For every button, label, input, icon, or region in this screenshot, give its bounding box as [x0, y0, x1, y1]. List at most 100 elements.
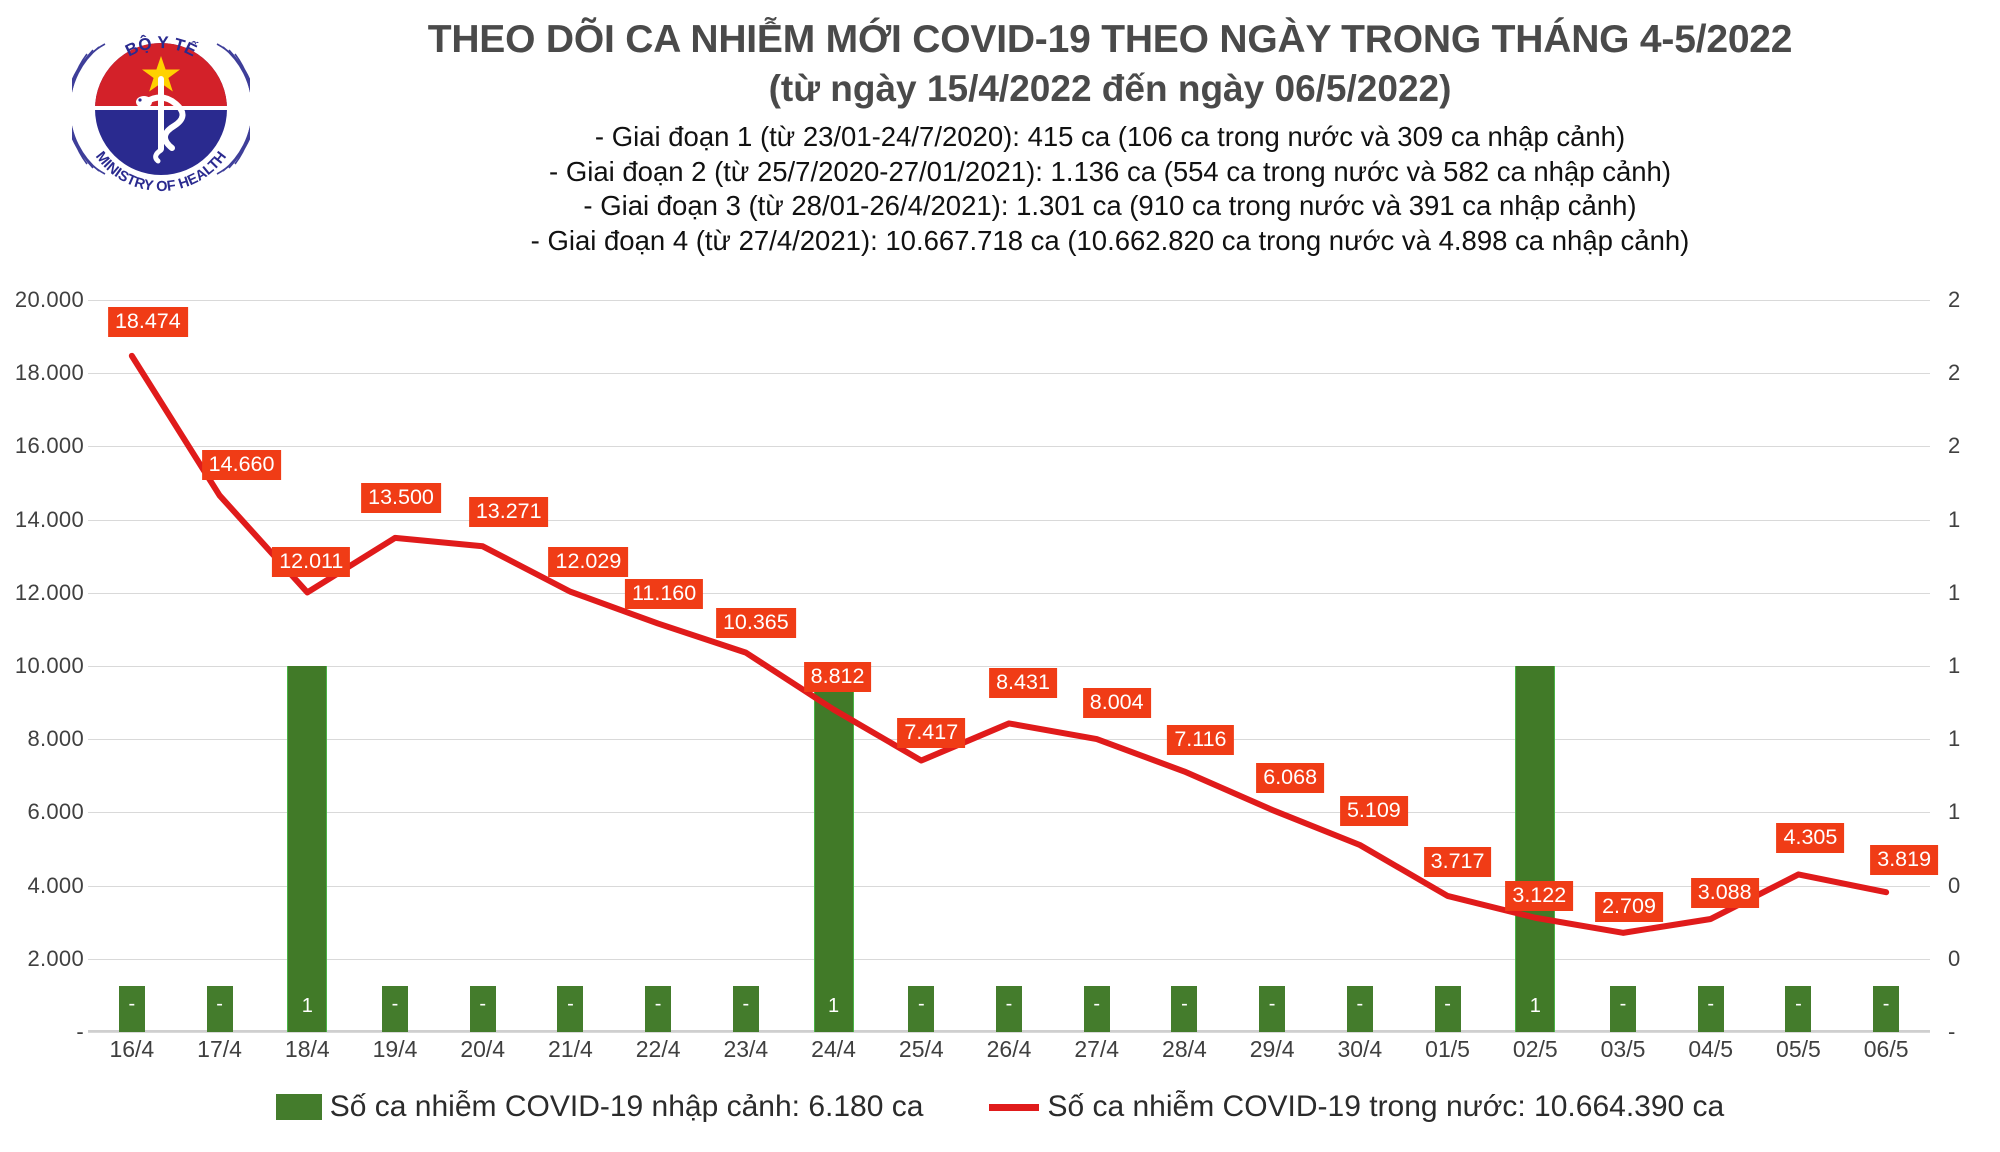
- y-axis-left-tick: 16.000: [14, 433, 84, 459]
- x-axis-tick-label: 24/4: [811, 1036, 856, 1062]
- bar-series: - - 1 - - - - - 1 - - - - - - - 1 - - - -: [88, 300, 1930, 1032]
- line-value-label: 7.417: [897, 717, 966, 748]
- x-axis-tick-label: 18/4: [284, 1036, 330, 1062]
- y-axis-left-tick: 4.000: [27, 872, 84, 898]
- line-value-label: 6.068: [1256, 762, 1325, 793]
- x-axis-tick-label: 03/5: [1600, 1036, 1646, 1062]
- bar-value-label: -: [654, 993, 662, 1015]
- bar-value-label: -: [391, 993, 399, 1015]
- legend-item-domestic: Số ca nhiễm COVID-19 trong nước: 10.664.…: [989, 1090, 1724, 1124]
- x-axis-tick-label: 16/4: [109, 1036, 155, 1062]
- y-axis-left-tick: 12.000: [14, 579, 84, 605]
- phase-line-2: - Giai đoạn 2 (từ 25/7/2020-27/01/2021):…: [549, 155, 1671, 187]
- y-axis-right-tick: 2: [1948, 433, 1961, 459]
- bar-value-label: -: [1093, 993, 1101, 1015]
- x-axis-tick-label: 27/4: [1074, 1036, 1120, 1062]
- bar-value-label: 1: [1529, 995, 1541, 1017]
- bar-imported-cases[interactable]: -: [1171, 986, 1198, 1032]
- x-axis-tick-label: 23/4: [723, 1036, 769, 1062]
- bar-imported-cases[interactable]: 1: [287, 666, 328, 1032]
- legend-bar-swatch-icon: [275, 1094, 322, 1120]
- gridline: [88, 592, 1930, 594]
- x-axis-tick-label: 05/5: [1776, 1036, 1821, 1062]
- line-value-label: 12.011: [272, 547, 351, 578]
- y-axis-right-tick: 2: [1948, 360, 1961, 386]
- x-axis-tick-label: 20/4: [460, 1036, 506, 1062]
- bar-imported-cases[interactable]: -: [1346, 986, 1373, 1032]
- bar-imported-cases[interactable]: -: [1610, 986, 1636, 1032]
- bar-value-label: -: [1181, 993, 1188, 1015]
- bar-imported-cases[interactable]: -: [382, 986, 408, 1032]
- logo-icon: BỘ Y TẾ MINISTRY OF HEALTH: [72, 33, 250, 195]
- phase-line-1: - Giai đoạn 1 (từ 23/01-24/7/2020): 415 …: [594, 121, 1626, 152]
- x-axis-tick-label: 19/4: [372, 1036, 418, 1062]
- y-axis-left-tick: 14.000: [14, 506, 84, 532]
- bar-value-label: -: [1444, 993, 1451, 1015]
- bar-imported-cases[interactable]: -: [1434, 986, 1461, 1032]
- bar-imported-cases[interactable]: 1: [813, 666, 854, 1032]
- line-value-label: 13.500: [361, 482, 441, 513]
- y-axis-left-tick: 8.000: [27, 726, 84, 752]
- bar-imported-cases[interactable]: -: [1083, 986, 1110, 1032]
- gridline: [88, 812, 1930, 814]
- y-axis-right-tick: 0: [1948, 945, 1961, 971]
- y-axis-left-tick: 10.000: [14, 653, 84, 678]
- chart-legend: Số ca nhiễm COVID-19 nhập cảnh: 6.180 ca…: [0, 1090, 2000, 1124]
- chart-header: THEO DÕI CA NHIỄM MỚI COVID-19 THEO NGÀY…: [260, 16, 1960, 258]
- bar-imported-cases[interactable]: -: [469, 986, 496, 1032]
- bar-imported-cases[interactable]: 1: [1515, 666, 1556, 1032]
- y-axis-left-tick: 2.000: [27, 945, 84, 971]
- bar-value-label: -: [1619, 993, 1627, 1015]
- line-value-label: 2.709: [1595, 891, 1663, 922]
- line-value-label: 18.474: [107, 306, 188, 337]
- bar-value-label: -: [1882, 993, 1890, 1015]
- y-axis-right-tick: 2: [1948, 287, 1961, 312]
- x-axis-labels: 16/4 17/4 18/4 19/4 20/4 21/4 22/4 23/4 24/4 25/4…: [88, 1036, 1930, 1076]
- page-subtitle: (từ ngày 15/4/2022 đến ngày 06/5/2022): [768, 68, 1452, 109]
- x-axis-tick-label: 04/5: [1688, 1036, 1734, 1062]
- line-value-label: 11.160: [625, 578, 704, 609]
- line-value-label: 3.088: [1690, 877, 1759, 908]
- bar-imported-cases[interactable]: -: [1259, 986, 1286, 1032]
- line-value-label: 14.660: [201, 450, 282, 481]
- x-axis-tick-label: 28/4: [1162, 1036, 1207, 1062]
- x-axis-tick-label: 02/5: [1512, 1036, 1558, 1062]
- gridline: [88, 666, 1930, 667]
- x-axis-tick-label: 25/4: [898, 1036, 944, 1062]
- gridline: [88, 373, 1930, 375]
- phase-summary-list: - Giai đoạn 1 (từ 23/01-24/7/2020): 415 …: [260, 120, 1960, 258]
- bar-value-label: -: [1005, 993, 1013, 1015]
- gridline: [88, 446, 1930, 448]
- y-axis-left-tick: 18.000: [14, 360, 84, 386]
- x-axis-tick-label: 29/4: [1249, 1036, 1295, 1062]
- line-value-label: 13.271: [468, 497, 549, 528]
- bar-imported-cases[interactable]: -: [645, 986, 672, 1032]
- line-value-label: 5.109: [1339, 796, 1408, 826]
- bar-imported-cases[interactable]: -: [1785, 986, 1812, 1032]
- gridline: [88, 1032, 1930, 1033]
- line-value-label: 10.365: [715, 607, 796, 638]
- bar-imported-cases[interactable]: -: [732, 986, 759, 1032]
- bar-imported-cases[interactable]: -: [996, 986, 1022, 1032]
- bar-imported-cases[interactable]: -: [1873, 986, 1900, 1032]
- x-axis-tick-label: 21/4: [548, 1036, 593, 1062]
- phase-line-4: - Giai đoạn 4 (từ 27/4/2021): 10.667.718…: [530, 224, 1690, 256]
- y-axis-right-tick: -: [1948, 1019, 1956, 1044]
- phase-line-3: - Giai đoạn 3 (từ 28/01-26/4/2021): 1.30…: [583, 190, 1637, 221]
- bar-imported-cases[interactable]: -: [908, 986, 935, 1032]
- bar-imported-cases[interactable]: -: [557, 986, 584, 1032]
- bar-value-label: -: [1795, 993, 1802, 1015]
- bar-value-label: -: [1707, 993, 1715, 1015]
- y-axis-right-tick: 1: [1948, 726, 1961, 752]
- line-value-label: 8.812: [803, 662, 872, 693]
- ministry-of-health-logo: BỘ Y TẾ MINISTRY OF HEALTH: [72, 14, 250, 204]
- line-value-label: 8.431: [989, 668, 1057, 699]
- line-value-label: 4.305: [1776, 823, 1845, 854]
- bar-imported-cases[interactable]: -: [206, 986, 233, 1032]
- bar-value-label: 1: [301, 995, 313, 1017]
- bar-imported-cases[interactable]: -: [118, 986, 145, 1032]
- y-axis-left-tick: -: [76, 1019, 84, 1044]
- bar-imported-cases[interactable]: -: [1697, 986, 1724, 1032]
- legend-label-imported: Số ca nhiễm COVID-19 nhập cảnh: 6.180 ca: [329, 1090, 924, 1123]
